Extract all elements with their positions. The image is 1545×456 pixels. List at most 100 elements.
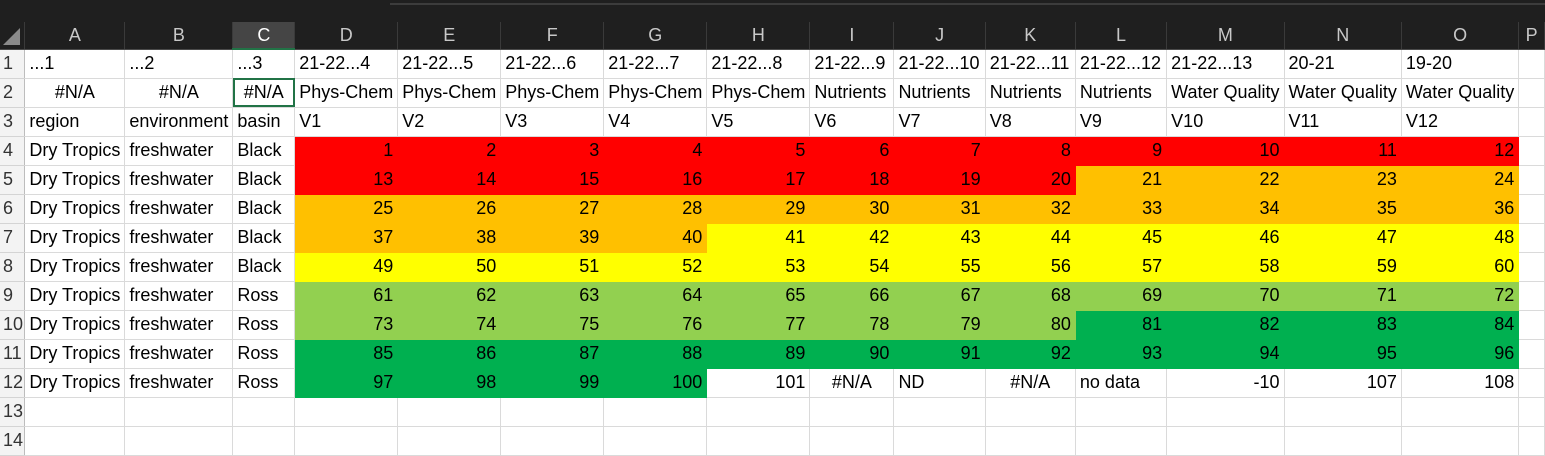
cell-n12[interactable]: 107	[1284, 368, 1402, 398]
column-header-o[interactable]: O	[1401, 22, 1520, 50]
cell-p5[interactable]	[1518, 165, 1545, 195]
cell-c9[interactable]: Ross	[232, 281, 296, 311]
cell-f12[interactable]: 99	[500, 368, 605, 398]
cell-c4[interactable]: Black	[232, 136, 296, 166]
column-header-a[interactable]: A	[24, 22, 126, 50]
cell-k14[interactable]	[985, 426, 1076, 456]
cell-g9[interactable]: 64	[603, 281, 708, 311]
cell-e12[interactable]: 98	[397, 368, 502, 398]
cell-g1[interactable]: 21-22...7	[603, 49, 708, 79]
cell-f10[interactable]: 75	[500, 310, 605, 340]
cell-e1[interactable]: 21-22...5	[397, 49, 502, 79]
cell-m3[interactable]: V10	[1166, 107, 1285, 137]
cell-f6[interactable]: 27	[500, 194, 605, 224]
cell-j8[interactable]: 55	[893, 252, 986, 282]
cell-c6[interactable]: Black	[232, 194, 296, 224]
cell-k5[interactable]: 20	[985, 165, 1076, 195]
cell-o14[interactable]	[1401, 426, 1520, 456]
cell-d10[interactable]: 73	[294, 310, 399, 340]
cell-a5[interactable]: Dry Tropics	[24, 165, 126, 195]
cell-g13[interactable]	[603, 397, 708, 427]
cell-e6[interactable]: 26	[397, 194, 502, 224]
cell-e13[interactable]	[397, 397, 502, 427]
cell-f1[interactable]: 21-22...6	[500, 49, 605, 79]
cell-n9[interactable]: 71	[1284, 281, 1402, 311]
cell-n5[interactable]: 23	[1284, 165, 1402, 195]
cell-k9[interactable]: 68	[985, 281, 1076, 311]
cell-g4[interactable]: 4	[603, 136, 708, 166]
cell-n2[interactable]: Water Quality	[1284, 78, 1402, 108]
cell-l8[interactable]: 57	[1075, 252, 1168, 282]
cell-l5[interactable]: 21	[1075, 165, 1168, 195]
cell-f13[interactable]	[500, 397, 605, 427]
cell-d8[interactable]: 49	[294, 252, 399, 282]
cell-i3[interactable]: V6	[809, 107, 895, 137]
cell-p8[interactable]	[1518, 252, 1545, 282]
cell-h4[interactable]: 5	[706, 136, 811, 166]
cell-k11[interactable]: 92	[985, 339, 1076, 369]
column-header-i[interactable]: I	[809, 22, 895, 50]
cell-b14[interactable]	[124, 426, 234, 456]
row-header-10[interactable]: 10	[0, 310, 26, 340]
column-header-m[interactable]: M	[1166, 22, 1285, 50]
row-header-5[interactable]: 5	[0, 165, 26, 195]
cell-d13[interactable]	[294, 397, 399, 427]
cell-c2[interactable]: #N/A	[232, 78, 296, 108]
cell-n10[interactable]: 83	[1284, 310, 1402, 340]
cell-j1[interactable]: 21-22...10	[893, 49, 986, 79]
cell-i14[interactable]	[809, 426, 895, 456]
cell-f7[interactable]: 39	[500, 223, 605, 253]
row-header-12[interactable]: 12	[0, 368, 26, 398]
cell-f4[interactable]: 3	[500, 136, 605, 166]
cell-l12[interactable]: no data	[1075, 368, 1168, 398]
cell-a4[interactable]: Dry Tropics	[24, 136, 126, 166]
cell-j3[interactable]: V7	[893, 107, 986, 137]
cell-g2[interactable]: Phys-Chem	[603, 78, 708, 108]
cell-e11[interactable]: 86	[397, 339, 502, 369]
column-header-l[interactable]: L	[1075, 22, 1168, 50]
cell-d2[interactable]: Phys-Chem	[294, 78, 399, 108]
column-header-j[interactable]: J	[893, 22, 986, 50]
cell-l4[interactable]: 9	[1075, 136, 1168, 166]
cell-j2[interactable]: Nutrients	[893, 78, 986, 108]
cell-p14[interactable]	[1518, 426, 1545, 456]
column-header-g[interactable]: G	[603, 22, 708, 50]
cell-j9[interactable]: 67	[893, 281, 986, 311]
cell-m10[interactable]: 82	[1166, 310, 1285, 340]
cell-b3[interactable]: environment	[124, 107, 234, 137]
column-header-c[interactable]: C	[232, 22, 296, 50]
cell-b1[interactable]: ...2	[124, 49, 234, 79]
cell-f3[interactable]: V3	[500, 107, 605, 137]
cell-j6[interactable]: 31	[893, 194, 986, 224]
cell-f8[interactable]: 51	[500, 252, 605, 282]
cell-p10[interactable]	[1518, 310, 1545, 340]
cell-b2[interactable]: #N/A	[124, 78, 234, 108]
cell-d3[interactable]: V1	[294, 107, 399, 137]
row-header-11[interactable]: 11	[0, 339, 26, 369]
cell-c13[interactable]	[232, 397, 296, 427]
cell-g12[interactable]: 100	[603, 368, 708, 398]
cell-n8[interactable]: 59	[1284, 252, 1402, 282]
cell-d4[interactable]: 1	[294, 136, 399, 166]
cell-i7[interactable]: 42	[809, 223, 895, 253]
cell-h12[interactable]: 101	[706, 368, 811, 398]
cell-n7[interactable]: 47	[1284, 223, 1402, 253]
column-header-e[interactable]: E	[397, 22, 502, 50]
row-header-1[interactable]: 1	[0, 49, 26, 79]
cell-c3[interactable]: basin	[232, 107, 296, 137]
cell-g5[interactable]: 16	[603, 165, 708, 195]
cell-k13[interactable]	[985, 397, 1076, 427]
row-header-8[interactable]: 8	[0, 252, 26, 282]
cell-i6[interactable]: 30	[809, 194, 895, 224]
cell-l6[interactable]: 33	[1075, 194, 1168, 224]
cell-h11[interactable]: 89	[706, 339, 811, 369]
cell-l14[interactable]	[1075, 426, 1168, 456]
cell-k8[interactable]: 56	[985, 252, 1076, 282]
cell-c14[interactable]	[232, 426, 296, 456]
cell-c10[interactable]: Ross	[232, 310, 296, 340]
cell-n11[interactable]: 95	[1284, 339, 1402, 369]
cell-l11[interactable]: 93	[1075, 339, 1168, 369]
cell-f14[interactable]	[500, 426, 605, 456]
row-header-14[interactable]: 14	[0, 426, 26, 456]
cell-n1[interactable]: 20-21	[1284, 49, 1402, 79]
